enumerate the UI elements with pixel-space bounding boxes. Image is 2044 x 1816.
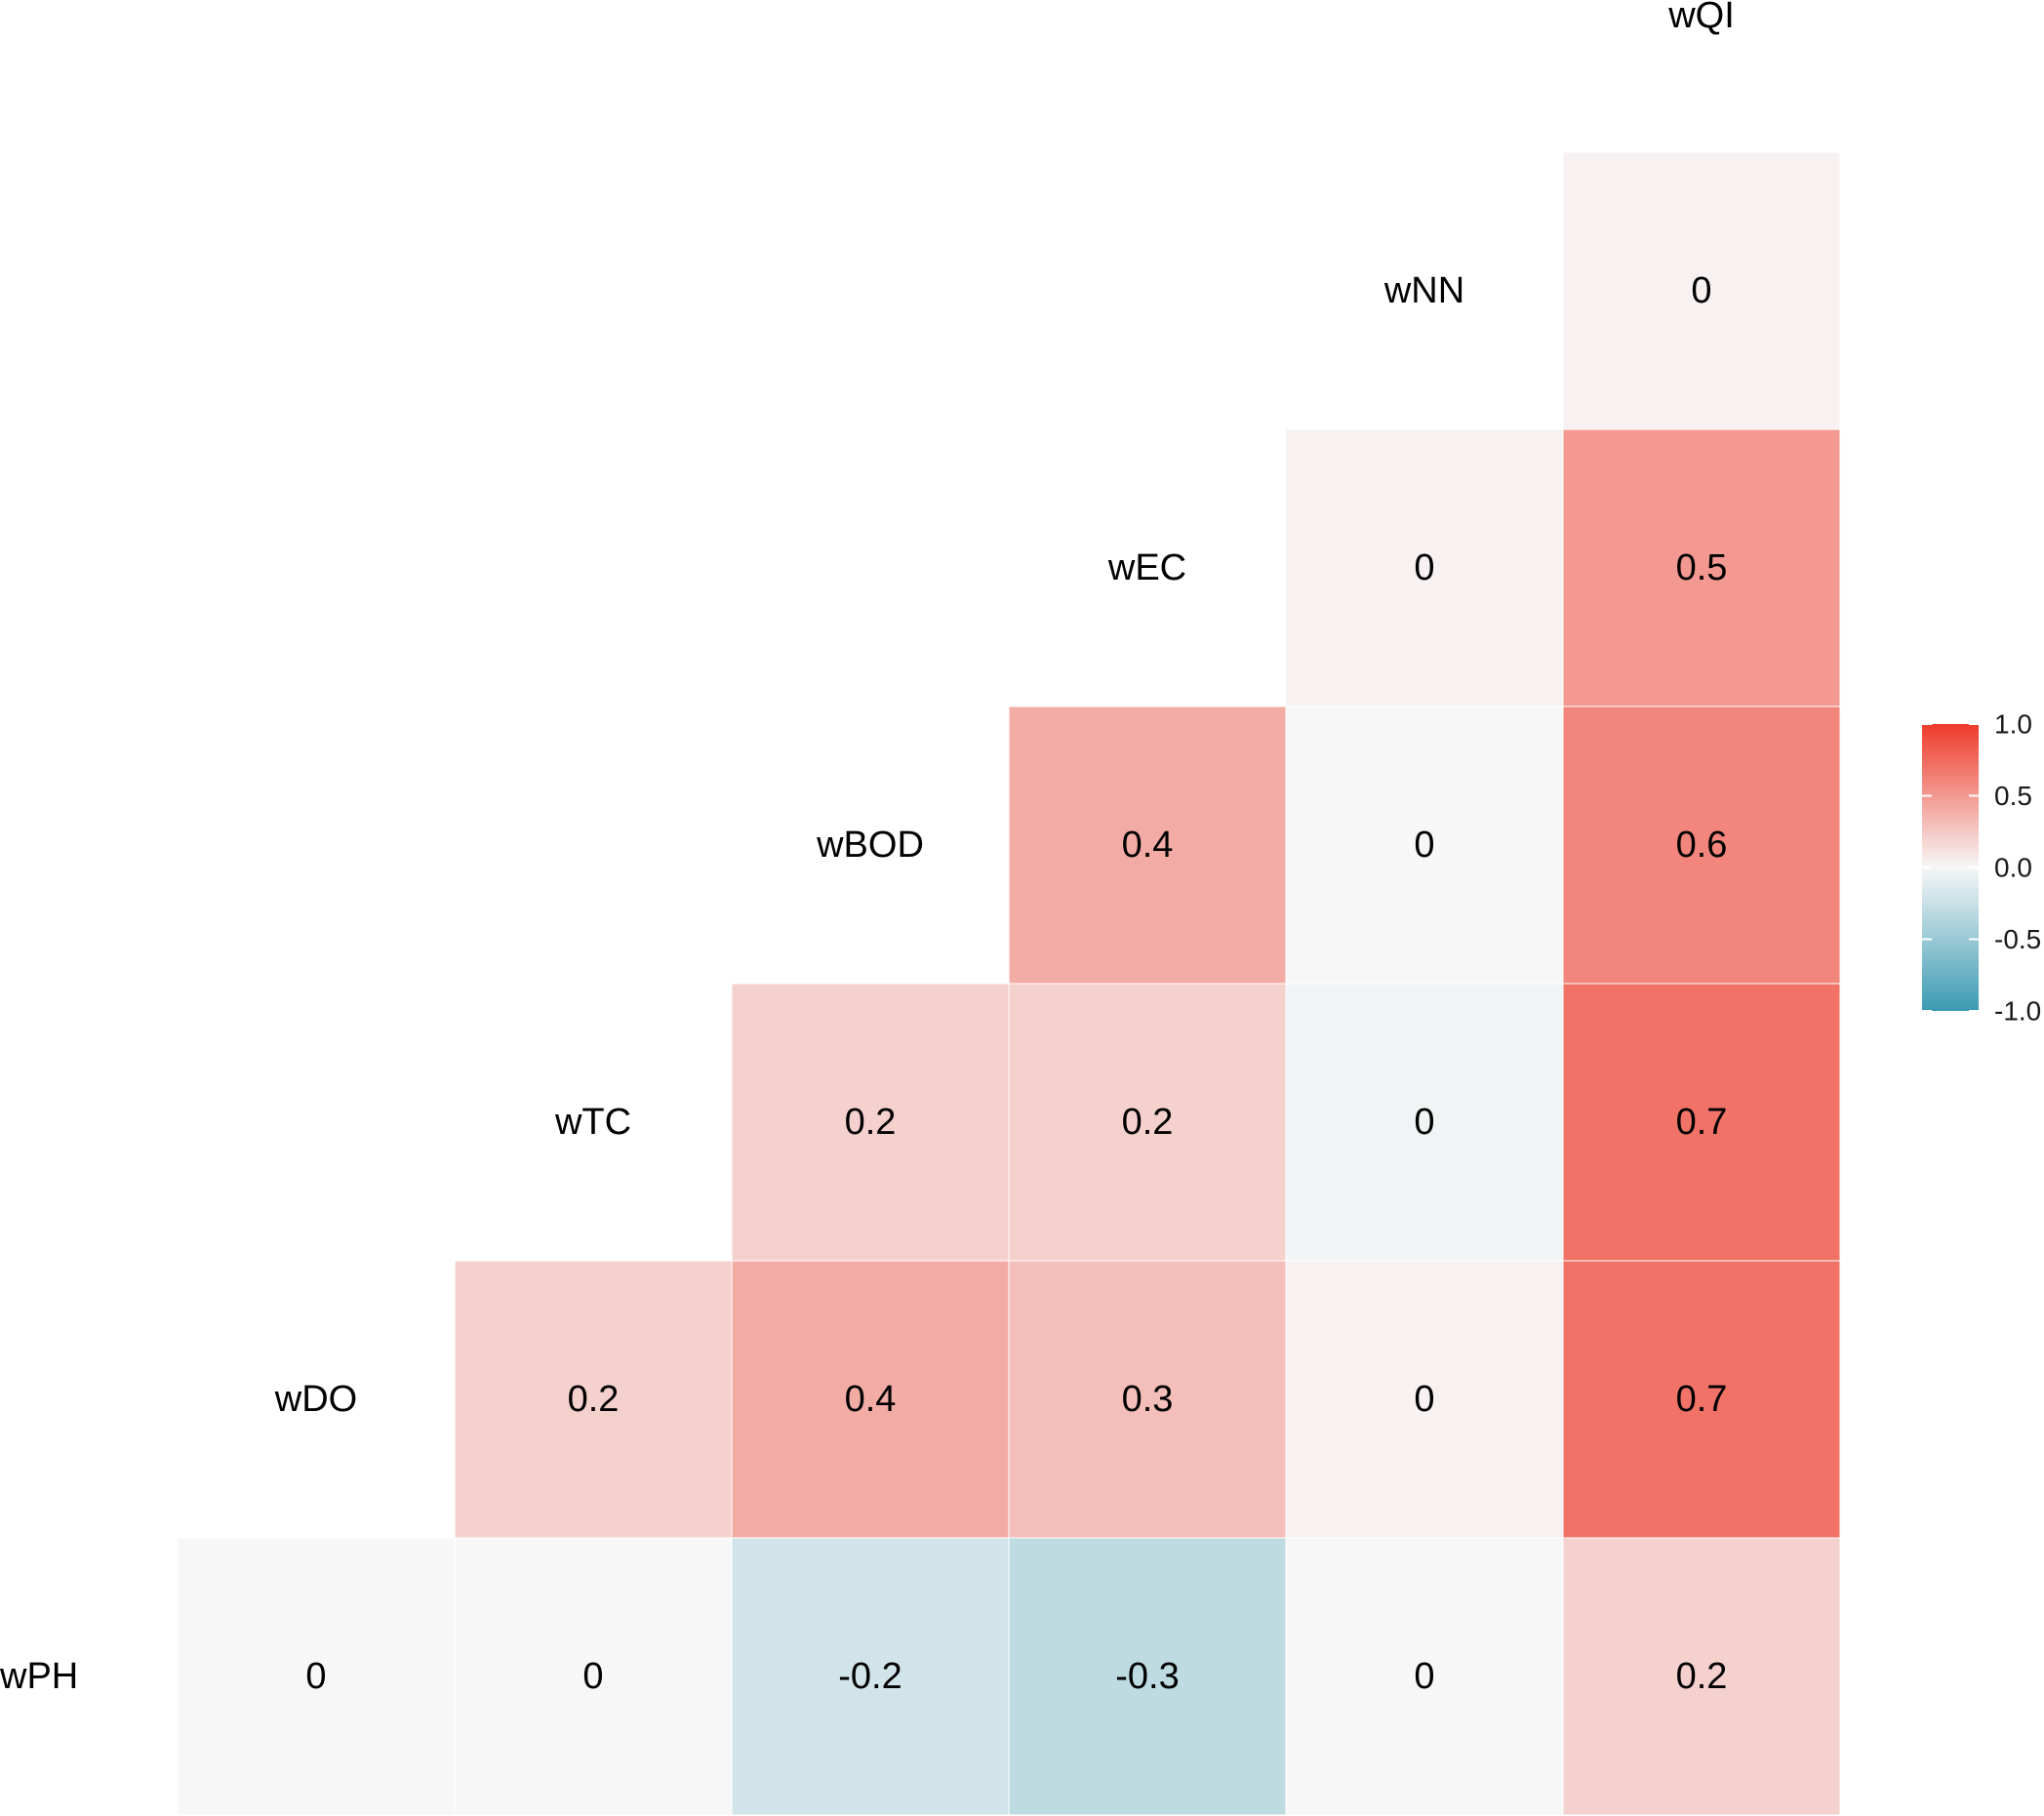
heatmap-cell (1285, 1260, 1564, 1539)
cell-value-label: -0.2 (838, 1656, 902, 1697)
legend-tick-label: -1.0 (1994, 996, 2041, 1027)
variable-label: wBOD (816, 825, 924, 866)
cell-value-label: 0.2 (1676, 1656, 1728, 1697)
heatmap-cell (177, 1537, 456, 1816)
heatmap-cell (1562, 983, 1841, 1262)
color-legend: 1.0 0.5 0.0 -0.5 -1.0 (1922, 709, 2041, 1027)
heatmap-cell (1285, 706, 1564, 985)
cell-value-label: 0.4 (1122, 825, 1174, 866)
heatmap-cell (1285, 1537, 1564, 1816)
heatmap-cell (1008, 983, 1287, 1262)
heatmap-cell (731, 1260, 1010, 1539)
cell-value-label: 0 (1691, 270, 1711, 311)
cell-value-label: 0.5 (1676, 547, 1728, 588)
legend-tick-label: -0.5 (1994, 924, 2041, 954)
cell-value-label: 0.2 (1122, 1102, 1174, 1143)
variable-label: wDO (274, 1379, 357, 1420)
cell-value-label: 0.6 (1676, 825, 1728, 866)
legend-tick-label: 0.5 (1994, 781, 2032, 811)
legend-tick-label: 1.0 (1994, 709, 2032, 740)
heatmap-cell (454, 1537, 733, 1816)
cell-value-label: 0.7 (1676, 1102, 1728, 1143)
cell-value-label: 0.4 (845, 1379, 897, 1420)
cell-value-label: 0 (1414, 1102, 1434, 1143)
cell-value-label: 0 (582, 1656, 603, 1697)
cell-value-label: 0 (1414, 1656, 1434, 1697)
heatmap-cells: 0 0 -0.2 -0.3 0 0.2 0.2 0.4 0.3 0 0.7 0.2 0.2 0 0.7 0.4… (177, 151, 1841, 1816)
cell-value-label: 0.2 (568, 1379, 620, 1420)
variable-label: wEC (1107, 547, 1186, 588)
diagonal-variable-labels: wPH wDO wTC wBOD wEC wNN wQI (0, 0, 1735, 1697)
variable-label: wTC (554, 1102, 631, 1143)
cell-value-label: 0.7 (1676, 1379, 1728, 1420)
heatmap-cell (1562, 1537, 1841, 1816)
heatmap-cell (1008, 1260, 1287, 1539)
heatmap-cell (1008, 706, 1287, 985)
cell-value-label: 0 (1414, 547, 1434, 588)
variable-label: wQI (1667, 0, 1735, 36)
cell-value-label: 0 (1414, 1379, 1434, 1420)
cell-value-label: -0.3 (1115, 1656, 1179, 1697)
variable-label: wNN (1383, 270, 1464, 311)
cell-value-label: 0.2 (845, 1102, 897, 1143)
heatmap-cell (454, 1260, 733, 1539)
legend-tick-label: 0.0 (1994, 853, 2032, 883)
heatmap-cell (1562, 1260, 1841, 1539)
heatmap-cell (1008, 1537, 1287, 1816)
heatmap-cell (1562, 151, 1841, 430)
cell-value-label: 0 (1414, 825, 1434, 866)
heatmap-cell (1285, 428, 1564, 707)
cell-value-label: 0.3 (1122, 1379, 1174, 1420)
cell-value-label: 0 (305, 1656, 326, 1697)
heatmap-cell (1562, 428, 1841, 707)
variable-label: wPH (0, 1656, 78, 1697)
heatmap-cell (1562, 706, 1841, 985)
heatmap-cell (731, 983, 1010, 1262)
